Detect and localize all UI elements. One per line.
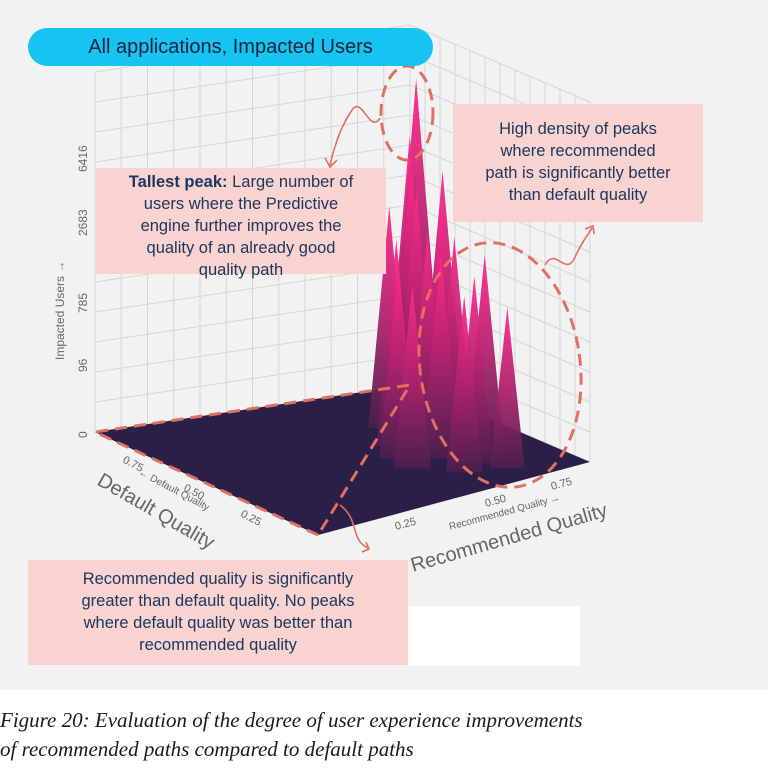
- blank-panel: [408, 606, 580, 666]
- callout-line: than default quality: [508, 186, 648, 204]
- surface-peak: [445, 296, 483, 473]
- callout-line: where recommended: [500, 142, 656, 160]
- z-axis-title: Impacted Users →: [53, 261, 67, 360]
- callout-line: High density of peaks: [499, 120, 657, 138]
- callout-line: recommended quality: [139, 636, 297, 654]
- callout-line: quality of an already good: [146, 239, 336, 257]
- density-highlight: [417, 241, 583, 489]
- callout-line: engine further improves the: [140, 217, 342, 235]
- peaks: [368, 78, 525, 473]
- callout-line: Recommended quality is significantly: [82, 570, 354, 588]
- chart-banner: All applications, Impacted Users: [28, 28, 433, 66]
- callout-high-density: High density of peaks where recommended …: [453, 104, 703, 222]
- y-tick-025: 0.25: [394, 516, 418, 533]
- arrow-recommended-head: [361, 541, 371, 553]
- callout-line: greater than default quality. No peaks: [81, 592, 355, 610]
- figure-caption: Figure 20: Evaluation of the degree of u…: [0, 706, 768, 764]
- z-tick-6416: 6416: [76, 145, 90, 172]
- callout-line: quality path: [198, 261, 284, 279]
- y-tick-050: 0.50: [484, 493, 508, 510]
- callout-line: Tallest peak: Large number of: [128, 173, 354, 191]
- surface-peak: [420, 255, 461, 459]
- caption-line: Figure 20: Evaluation of the degree of u…: [0, 708, 583, 732]
- y-tick-075: 0.75: [550, 476, 574, 493]
- caption-line: of recommended paths compared to default…: [0, 737, 414, 761]
- surface-peak: [489, 307, 525, 469]
- arrow-tallest-head: [324, 157, 338, 169]
- callout-tallest-peak: Tallest peak: Large number of users wher…: [96, 168, 386, 279]
- arrow-density: [544, 227, 593, 266]
- arrow-recommended: [339, 504, 369, 549]
- surface-peak: [393, 284, 432, 469]
- arrow-density-head: [584, 224, 595, 235]
- arrow-tallest: [329, 106, 381, 166]
- z-tick-96: 96: [76, 358, 90, 372]
- callout-recommended-quality: Recommended quality is significantly gre…: [28, 560, 408, 665]
- z-tick-785: 785: [76, 293, 90, 313]
- annotations: [89, 64, 595, 553]
- z-tick-2683: 2683: [76, 209, 90, 236]
- empty-region-outline: [89, 383, 413, 537]
- figure-panel: Impacted Users → 0 96 785 2683 6416 0.75…: [0, 0, 768, 690]
- x-tick-025: 0.25: [239, 508, 264, 529]
- callout-line: path is significantly better: [485, 164, 671, 182]
- z-tick-0: 0: [76, 431, 90, 438]
- callout-line: where default quality was better than: [83, 614, 353, 632]
- callout-line: users where the Predictive: [143, 195, 339, 213]
- tallest-peak-highlight: [379, 64, 435, 162]
